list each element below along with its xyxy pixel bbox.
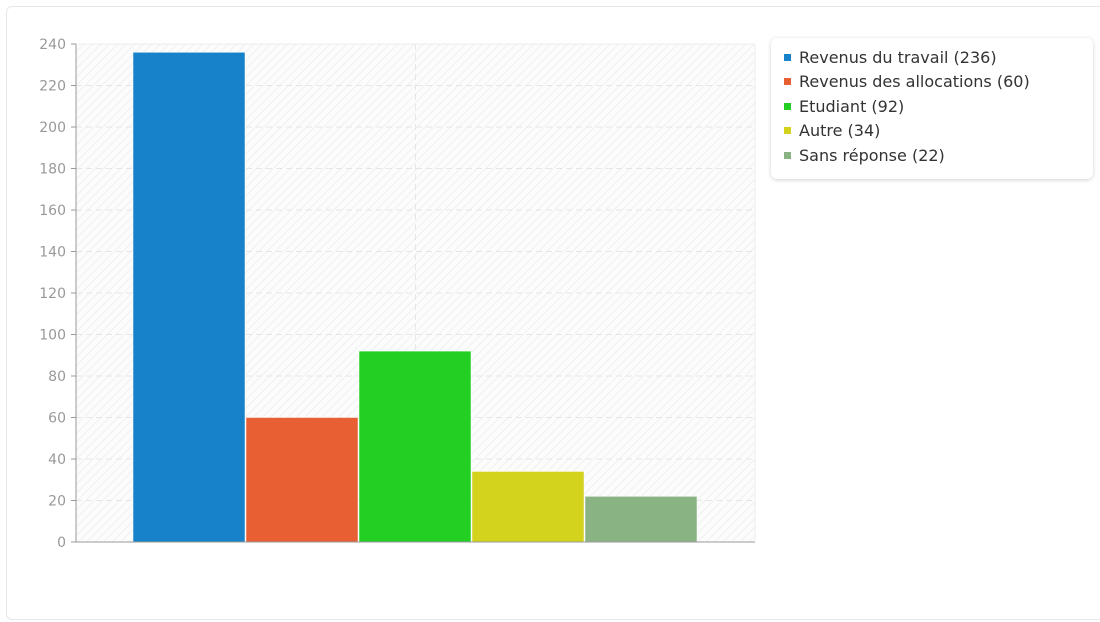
bar-2[interactable] <box>358 350 472 543</box>
legend-label: Etudiant (92) <box>799 96 905 116</box>
y-tick-label: 0 <box>57 535 66 551</box>
y-tick-label: 80 <box>48 369 66 385</box>
y-tick-label: 200 <box>39 120 66 136</box>
legend-item-autre[interactable]: Autre (34) <box>784 119 1093 144</box>
y-tick-label: 40 <box>48 452 66 468</box>
y-tick-label: 180 <box>39 162 66 178</box>
y-tick-label: 20 <box>48 494 66 510</box>
y-tick-label: 60 <box>48 411 66 427</box>
bar-0[interactable] <box>132 52 246 543</box>
legend-label: Revenus des allocations (60) <box>799 72 1030 92</box>
legend-item-revenus-du-travail[interactable]: Revenus du travail (236) <box>784 45 1093 70</box>
legend-swatch-icon <box>784 151 791 159</box>
y-tick-label: 160 <box>39 203 66 219</box>
legend-swatch-icon <box>784 78 791 86</box>
bar-1[interactable] <box>245 417 359 543</box>
legend-swatch-icon <box>784 53 791 61</box>
legend-label: Revenus du travail (236) <box>799 47 997 67</box>
y-tick-label: 100 <box>39 328 66 344</box>
axes <box>71 43 756 543</box>
y-tick-label: 220 <box>39 79 66 95</box>
bars <box>132 52 698 543</box>
y-tick-labels: 0 20 40 60 80 100 120 140 160 180 200 220 240 <box>39 37 66 551</box>
y-tick-label: 120 <box>39 286 66 302</box>
legend-item-etudiant[interactable]: Etudiant (92) <box>784 94 1093 119</box>
bar-4[interactable] <box>584 496 698 543</box>
legend-swatch-icon <box>784 127 791 135</box>
legend-item-sans-reponse[interactable]: Sans réponse (22) <box>784 143 1093 168</box>
bar-3[interactable] <box>471 471 585 543</box>
legend-swatch-icon <box>784 102 791 110</box>
y-tick-label: 240 <box>39 37 66 53</box>
legend-label: Autre (34) <box>799 121 881 141</box>
legend: Revenus du travail (236) Revenus des all… <box>771 38 1093 179</box>
legend-item-revenus-des-allocations[interactable]: Revenus des allocations (60) <box>784 70 1093 95</box>
legend-label: Sans réponse (22) <box>799 145 945 165</box>
y-tick-label: 140 <box>39 245 66 261</box>
